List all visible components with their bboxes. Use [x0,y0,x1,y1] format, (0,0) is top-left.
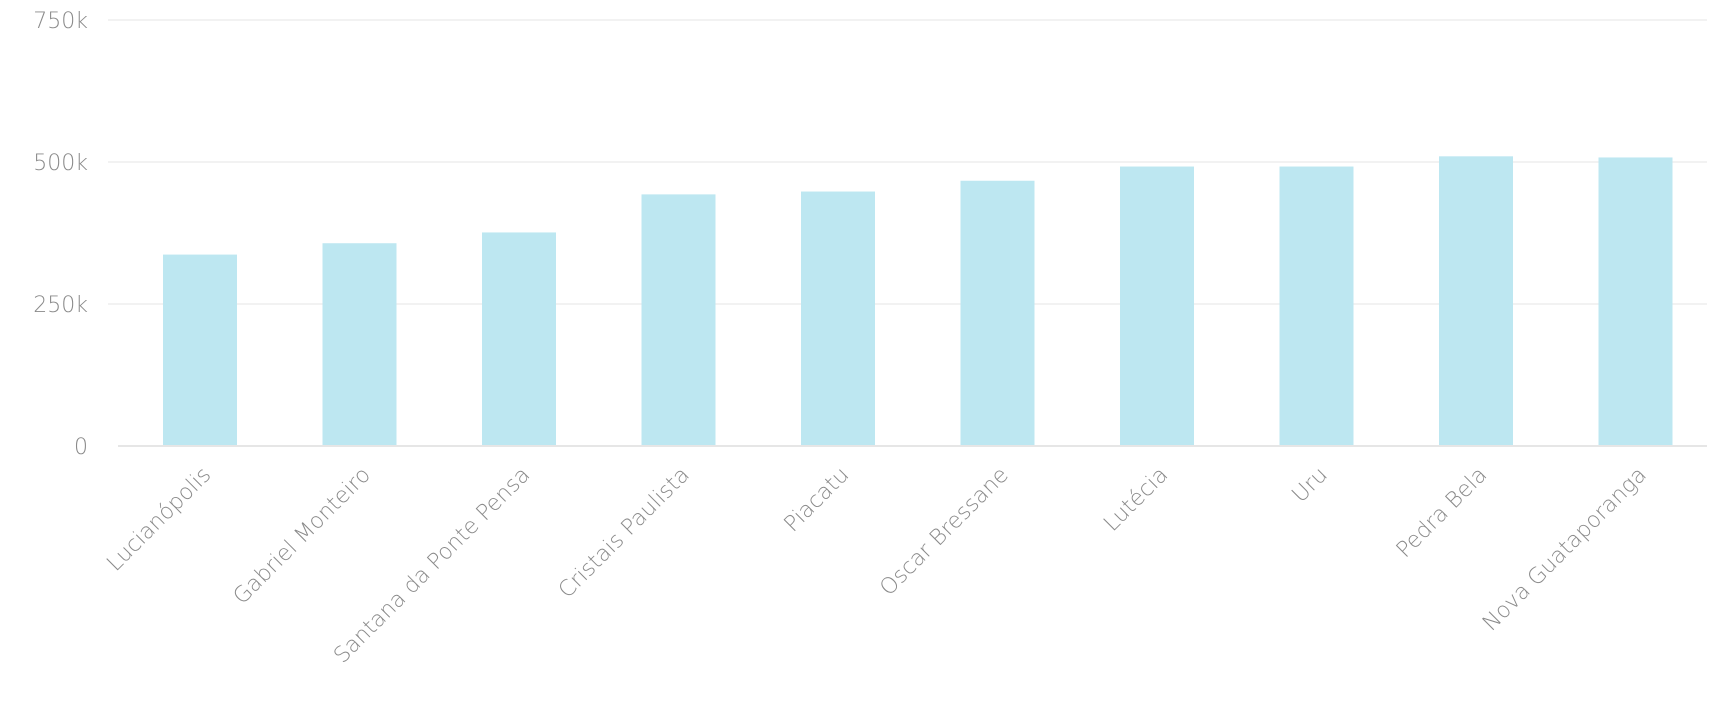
bar [1598,157,1673,446]
x-tick-label: Lutécia [1099,463,1173,537]
y-tick-label: 500k [33,151,88,176]
y-tick-label: 750k [33,9,88,34]
bar [163,254,237,446]
x-tick-label: Cristais Paulista [554,463,695,604]
x-tick-label: Pedra Bela [1392,463,1492,563]
bar [1439,156,1513,446]
bar [960,180,1035,446]
x-tick-label: Gabriel Monteiro [229,463,376,610]
bar [322,243,397,446]
y-axis-tick-labels: 0 250k 500k 750k [33,9,88,460]
y-tick-label: 250k [33,293,88,318]
x-tick-label: Lucianópolis [102,463,216,577]
x-tick-label: Piacatu [780,463,855,538]
bar [1279,166,1354,446]
bar [801,191,875,446]
x-tick-label: Nova Guataporanga [1478,463,1652,637]
bar [482,232,556,446]
bar [1120,166,1194,446]
bars [163,156,1673,446]
x-tick-label: Oscar Bressane [875,463,1013,601]
y-tick-label: 0 [74,435,88,460]
x-tick-label: Uru [1287,463,1332,508]
bar [641,194,716,446]
